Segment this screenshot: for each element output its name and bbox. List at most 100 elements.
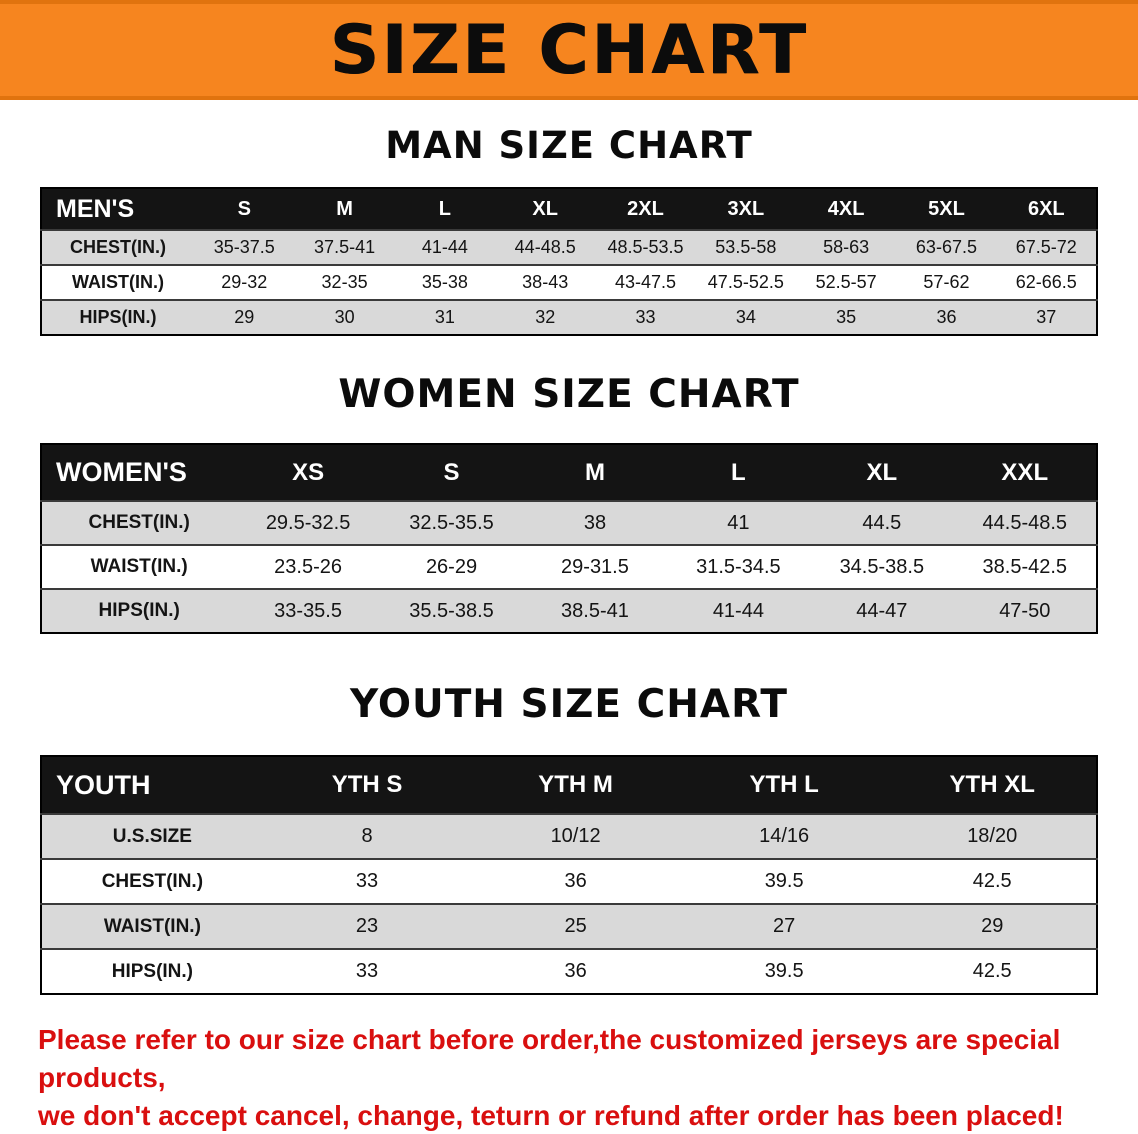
cell-value: 41 [666,500,811,545]
note-line: Please refer to our size chart before or… [38,1024,1061,1093]
youth-header-row: YOUTH YTH S YTH M YTH L YTH XL [41,756,1097,814]
cell-value: 33-35.5 [236,588,380,633]
youth-column-header: YTH L [679,756,889,814]
row-label: CHEST(IN.) [41,858,263,904]
cell-value: 58-63 [795,229,897,265]
cell-value: 27 [679,903,889,949]
sections: MAN SIZE CHART MEN'S S M L XL 2XL 3XL 4XL 5XL 6XL C… [0,124,1138,995]
women-header-row: WOMEN'S XS S M L XL XXL [41,444,1097,501]
cell-value: 41-44 [666,588,811,633]
men-column-header: M [294,188,395,230]
cell-value: 23.5-26 [236,544,380,589]
cell-value: 29 [888,903,1097,949]
men-table-row: WAIST(IN.) 29-32 32-35 35-38 38-43 43-47.5 47.… [41,264,1097,300]
row-label: CHEST(IN.) [41,500,237,545]
cell-value: 38 [523,500,667,545]
youth-size-table: YOUTH YTH S YTH M YTH L YTH XL U.S.SIZE 8 10/12… [40,755,1098,995]
cell-value: 38.5-41 [523,588,667,633]
women-table-label: WOMEN'S [41,444,237,501]
row-label: WAIST(IN.) [41,264,195,300]
women-column-header: M [523,444,667,501]
row-label: HIPS(IN.) [41,299,195,335]
cell-value: 34.5-38.5 [810,544,954,589]
men-column-header: 2XL [595,188,696,230]
cell-value: 14/16 [679,813,889,859]
cell-value: 29.5-32.5 [236,500,380,545]
women-size-table: WOMEN'S XS S M L XL XXL CHEST(IN.) 29.5-32.5 32.5… [40,443,1098,634]
youth-table-label: YOUTH [41,756,263,814]
cell-value: 63-67.5 [896,229,997,265]
women-section-heading: WOMEN SIZE CHART [338,372,800,417]
cell-value: 35-38 [394,264,496,300]
men-size-chart-section: MAN SIZE CHART MEN'S S M L XL 2XL 3XL 4XL 5XL 6XL C… [0,124,1138,336]
cell-value: 44.5 [810,500,954,545]
note-line: we don't accept cancel, change, teturn o… [38,1099,1064,1131]
cell-value: 41-44 [394,229,496,265]
cell-value: 29-31.5 [523,544,667,589]
cell-value: 42.5 [888,948,1097,994]
cell-value: 52.5-57 [795,264,897,300]
cell-value: 30 [294,299,395,335]
cell-value: 53.5-58 [695,229,796,265]
cell-value: 39.5 [679,948,889,994]
youth-table-row: HIPS(IN.) 33 36 39.5 42.5 [41,948,1097,994]
men-header-row: MEN'S S M L XL 2XL 3XL 4XL 5XL 6XL [41,188,1097,230]
row-label: WAIST(IN.) [41,544,237,589]
cell-value: 36 [896,299,997,335]
cell-value: 32 [495,299,596,335]
youth-column-header: YTH XL [888,756,1097,814]
cell-value: 37 [996,299,1097,335]
cell-value: 33 [262,948,472,994]
row-label: HIPS(IN.) [41,588,237,633]
cell-value: 47.5-52.5 [695,264,796,300]
women-column-header: S [379,444,524,501]
cell-value: 44-47 [810,588,954,633]
page-title: SIZE CHART [329,10,809,90]
cell-value: 37.5-41 [294,229,395,265]
cell-value: 18/20 [888,813,1097,859]
cell-value: 33 [262,858,472,904]
men-column-header: 5XL [896,188,997,230]
women-column-header: XXL [953,444,1097,501]
youth-table-row: WAIST(IN.) 23 25 27 29 [41,903,1097,949]
men-column-header: S [194,188,295,230]
cell-value: 25 [471,903,680,949]
cell-value: 32-35 [294,264,395,300]
cell-value: 10/12 [471,813,680,859]
cell-value: 38-43 [495,264,596,300]
men-column-header: L [394,188,496,230]
cell-value: 26-29 [379,544,524,589]
men-size-table: MEN'S S M L XL 2XL 3XL 4XL 5XL 6XL CHEST(IN.) 35-37… [40,187,1098,336]
women-table-row: CHEST(IN.) 29.5-32.5 32.5-35.5 38 41 44.5 44.5… [41,500,1097,545]
cell-value: 33 [595,299,696,335]
women-column-header: L [666,444,811,501]
cell-value: 47-50 [953,588,1097,633]
cell-value: 35.5-38.5 [379,588,524,633]
cell-value: 42.5 [888,858,1097,904]
youth-column-header: YTH S [262,756,472,814]
cell-value: 43-47.5 [595,264,696,300]
row-label: HIPS(IN.) [41,948,263,994]
men-column-header: 4XL [795,188,897,230]
cell-value: 34 [695,299,796,335]
cell-value: 29 [194,299,295,335]
men-section-heading: MAN SIZE CHART [385,124,753,167]
youth-section-heading: YOUTH SIZE CHART [350,682,788,727]
youth-column-header: YTH M [471,756,680,814]
men-column-header: XL [495,188,596,230]
cell-value: 44-48.5 [495,229,596,265]
cell-value: 31 [394,299,496,335]
cell-value: 23 [262,903,472,949]
cell-value: 35 [795,299,897,335]
cell-value: 35-37.5 [194,229,295,265]
cell-value: 57-62 [896,264,997,300]
youth-table-row: U.S.SIZE 8 10/12 14/16 18/20 [41,813,1097,859]
women-table-row: HIPS(IN.) 33-35.5 35.5-38.5 38.5-41 41-44 44-… [41,588,1097,633]
women-table-row: WAIST(IN.) 23.5-26 26-29 29-31.5 31.5-34.5 34… [41,544,1097,589]
cell-value: 31.5-34.5 [666,544,811,589]
cell-value: 48.5-53.5 [595,229,696,265]
cell-value: 36 [471,948,680,994]
women-column-header: XS [236,444,380,501]
cell-value: 32.5-35.5 [379,500,524,545]
